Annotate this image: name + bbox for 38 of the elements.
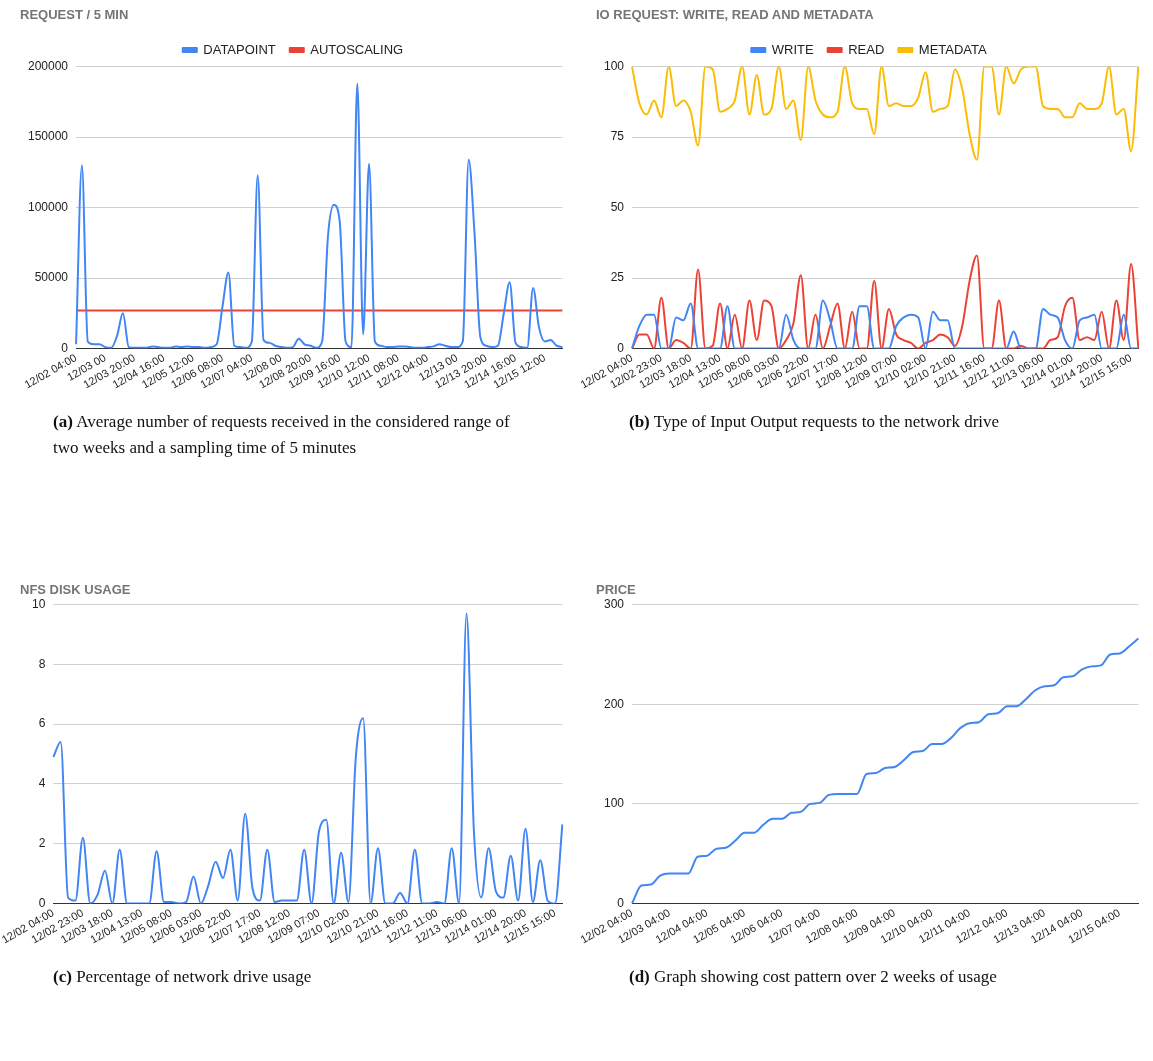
- legend-label: DATAPOINT: [203, 41, 276, 57]
- legend-label: WRITE: [771, 41, 815, 57]
- y-tick-label: 100: [603, 796, 625, 811]
- y-tick-label: 2: [38, 836, 46, 851]
- y-tick-label: 0: [617, 340, 625, 355]
- y-tick-label: 50: [610, 199, 625, 214]
- y-tick-label: 0: [617, 895, 625, 910]
- line-series: [631, 254, 1140, 349]
- y-tick-label: 4: [38, 776, 46, 791]
- y-tick-label: 0: [61, 340, 69, 355]
- line-series: [631, 66, 1140, 161]
- line-series: [631, 637, 1140, 904]
- y-tick-label: 6: [38, 716, 46, 731]
- chart-title: NFS DISK USAGE: [20, 582, 131, 598]
- text: (a) Average number of requests received in the considered range of two weeks and a sampling time of 5 minutes: [53, 412, 510, 457]
- y-tick-label: 8: [38, 656, 46, 671]
- y-tick-label: 200: [603, 696, 625, 711]
- line-series: [52, 612, 564, 904]
- text: (b) Type of Input Output requests to the network drive: [629, 412, 1000, 431]
- chart-title: REQUEST / 5 MIN: [20, 7, 129, 23]
- line-series: [75, 82, 564, 349]
- y-tick-label: 100: [603, 58, 625, 73]
- y-tick-label: 25: [610, 270, 625, 285]
- text: (c) Percentage of network drive usage: [53, 967, 312, 986]
- y-tick-label: 75: [610, 129, 625, 144]
- legend-label: METADATA: [918, 41, 988, 57]
- chart-title: PRICE: [596, 582, 637, 598]
- chart-title: IO REQUEST: WRITE, READ AND METADATA: [596, 7, 875, 23]
- y-tick-label: 200000: [28, 58, 69, 73]
- y-tick-label: 10: [31, 596, 46, 611]
- legend-label: AUTOSCALING: [310, 41, 404, 57]
- y-tick-label: 0: [38, 895, 46, 910]
- y-tick-label: 50000: [34, 270, 69, 285]
- y-tick-label: 300: [603, 596, 625, 611]
- y-tick-label: 150000: [28, 129, 69, 144]
- legend-label: READ: [848, 41, 885, 57]
- text: (d) Graph showing cost pattern over 2 weeks of usage: [629, 967, 997, 986]
- y-tick-label: 100000: [28, 199, 69, 214]
